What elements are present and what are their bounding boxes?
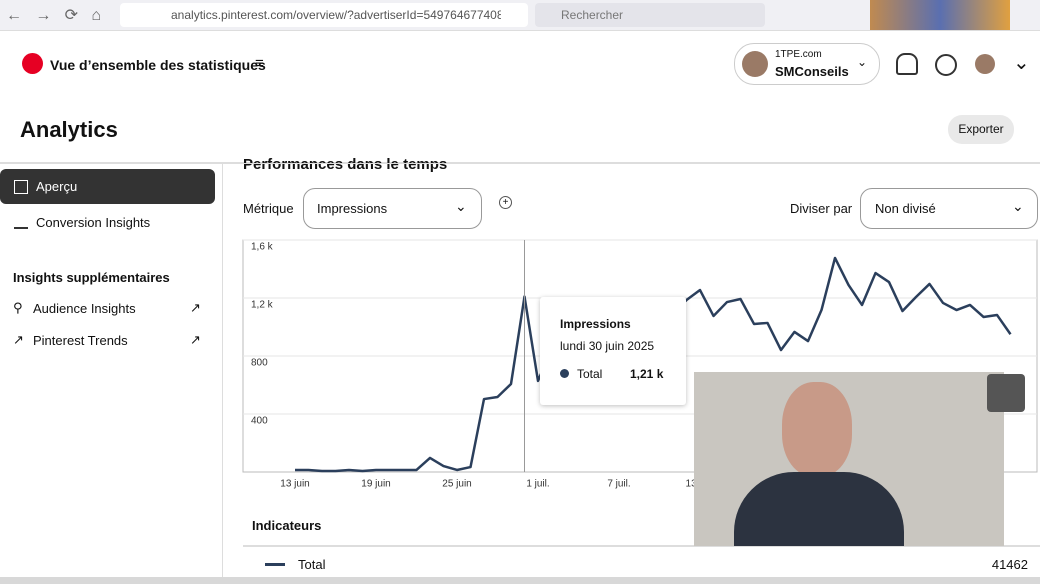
indicator-value: 41462 [991, 557, 1028, 572]
avatar [742, 51, 768, 77]
webcam-overlay [694, 372, 1004, 546]
sidebar-section: Insights supplémentaires [13, 270, 170, 285]
pinterest-logo[interactable] [22, 53, 43, 74]
metric-select[interactable] [303, 188, 482, 229]
trend-icon: ↗ [13, 332, 24, 347]
y-tick-label: 1,2 k [251, 300, 274, 311]
legend-line [265, 563, 285, 566]
nav-icons[interactable]: ← → ⟳ ⌂ [6, 7, 102, 24]
sidebar-link[interactable]: Pinterest Trends [33, 333, 128, 348]
tooltip-title: Impressions [560, 317, 631, 331]
divider [0, 163, 1040, 164]
page-title: Analytics [20, 117, 118, 142]
x-tick-label: 7 juil. [607, 479, 630, 490]
y-tick-label: 1,6 k [251, 242, 274, 253]
search-placeholder: Rechercher [561, 8, 624, 22]
pip-button[interactable] [987, 374, 1025, 412]
tooltip-swatch [560, 369, 569, 378]
extensions[interactable] [870, 0, 1010, 30]
tooltip [540, 297, 686, 405]
export-button[interactable]: Exporter [948, 115, 1014, 144]
person-icon: ⚲ [13, 300, 23, 315]
nav-item[interactable]: Conversion Insights [36, 215, 151, 230]
tooltip-value: 1,21 k [630, 367, 664, 381]
split-select[interactable] [860, 188, 1038, 229]
x-tick-label: 13 juin [280, 479, 309, 490]
url-text: analytics.pinterest.com/overview/?advert… [171, 8, 501, 22]
x-tick-label: 1 juil. [526, 479, 549, 490]
split-label: Diviser par [790, 201, 853, 216]
indicators-title: Indicateurs [252, 518, 322, 533]
messages-icon[interactable] [935, 54, 957, 76]
scrollbar[interactable] [0, 577, 1040, 584]
nav-item-active[interactable] [0, 169, 215, 204]
y-tick-label: 800 [251, 358, 268, 369]
x-tick-label: 19 juin [361, 479, 390, 490]
y-tick-label: 400 [251, 416, 268, 427]
section-title: Performances dans le temps [243, 156, 448, 173]
add-metric[interactable]: + [499, 196, 512, 209]
header-title: Vue d’ensemble des statistiques [50, 57, 266, 73]
select-chevron: ⌄ [1012, 198, 1024, 214]
more-chevron[interactable]: ⌄ [1013, 52, 1030, 74]
nav-icon [14, 180, 28, 194]
external-icon: ↗ [190, 300, 201, 315]
webcam-body [734, 472, 904, 546]
nav-item: Aperçu [36, 179, 78, 194]
indicator-name: Total [298, 557, 326, 572]
select-chevron: ⌄ [455, 198, 467, 214]
account-domain: 1TPE.com [775, 49, 822, 60]
sidebar-border [222, 163, 223, 584]
tooltip-series: Total [577, 367, 603, 381]
search-field[interactable] [535, 3, 765, 27]
divider [243, 545, 1040, 547]
nav-icon [14, 217, 28, 229]
split-value: Non divisé [875, 201, 936, 216]
x-tick-label: 25 juin [442, 479, 471, 490]
account-switcher[interactable] [734, 43, 880, 85]
tooltip-date: lundi 30 juin 2025 [560, 339, 655, 353]
account-name: SMConseils [775, 64, 849, 79]
webcam-head [782, 382, 852, 477]
metric-label: Métrique [243, 201, 294, 216]
divider [0, 162, 1040, 163]
external-icon: ↗ [190, 332, 201, 347]
url-field[interactable] [120, 3, 528, 27]
sidebar-link[interactable]: Audience Insights [33, 301, 136, 316]
profile-avatar[interactable] [975, 54, 995, 74]
metric-value: Impressions [317, 201, 388, 216]
chevron: ⌄ [857, 55, 868, 69]
menu-icon[interactable]: ≡ [255, 55, 264, 72]
notifications-icon[interactable] [896, 53, 918, 75]
